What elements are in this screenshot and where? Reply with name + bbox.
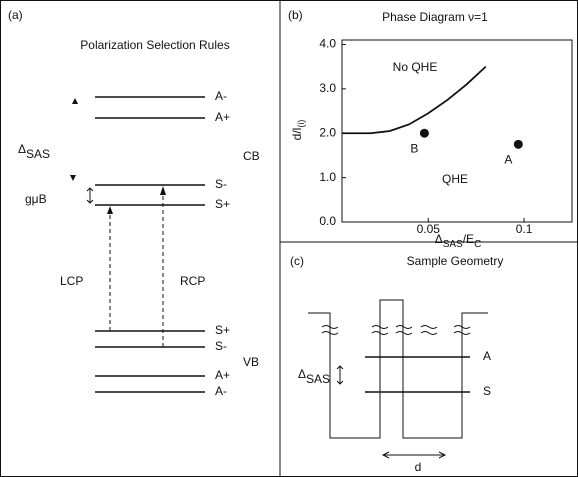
double-arrow [336,365,344,385]
gmub-label: gμB [25,192,47,206]
subscript: SAS [443,239,463,250]
arrowhead [107,206,113,214]
label-part: d/l [290,128,304,141]
subscript: SAS [26,147,50,161]
rcp-label: RCP [180,274,205,288]
level-label: A- [215,384,227,398]
level-label: A [483,349,491,363]
y-axis-label: d/l(i) [290,120,306,141]
band-label: VB [243,355,259,369]
y-tick-label: 0.0 [319,214,336,228]
label-part: /E [463,232,474,246]
lcp-label: LCP [60,274,83,288]
break-mark [321,325,471,335]
data-point [419,128,429,138]
d-label: d [415,460,422,474]
annotation: No QHE [393,60,438,74]
x-axis-label: ΔSAS/EC [435,232,482,249]
level-label: A+ [215,368,230,382]
y-tick-label: 3.0 [319,81,336,95]
arrowhead [70,175,76,181]
subscript: C [474,239,481,250]
level-label: A- [215,89,227,103]
label-part: Δ [435,232,443,246]
band-label: CB [243,149,260,163]
panel-title: Polarization Selection Rules [80,38,229,52]
x-tick-label: 0.05 [417,222,441,236]
arrowhead [160,186,166,195]
y-tick-label: 4.0 [319,37,336,51]
delta-label: ΔSAS [298,367,330,386]
panel-a: (a) Polarization Selection Rules A- A+ S… [8,8,260,398]
double-arrow [86,187,94,204]
delta: Δ [18,142,26,156]
panel-c: (c) Sample Geometry A S ΔSAS d [290,254,503,474]
subscript: SAS [306,372,330,386]
level-label: A+ [215,110,230,124]
panel-label: (a) [8,8,23,22]
level-label: S+ [215,323,230,337]
panel-label: (b) [288,8,303,22]
plot-frame [341,39,573,223]
panel-b: (b) Phase Diagram ν=1 d/l(i) ΔSAS/EC No … [288,8,573,250]
double-arrow [381,451,447,459]
delta: Δ [298,367,306,381]
level-label: S+ [215,197,230,211]
level-label: S- [215,177,227,191]
level-label: S- [215,339,227,353]
chart-title: Phase Diagram ν=1 [382,10,488,24]
panel-label: (c) [290,254,304,268]
phase-boundary [342,65,487,135]
x-tick-label: 0.1 [516,222,533,236]
point-label: B [410,141,418,155]
y-tick-label: 2.0 [319,125,336,139]
well-profile [308,299,488,439]
annotation: QHE [442,172,468,186]
subscript: (i) [296,120,306,128]
panel-title: Sample Geometry [407,254,504,268]
data-point [513,139,523,149]
y-tick-label: 1.0 [319,170,336,184]
arrowhead [72,98,78,104]
level-label: S [483,384,491,398]
point-label: A [504,152,512,166]
delta-label: ΔSAS [18,142,50,161]
